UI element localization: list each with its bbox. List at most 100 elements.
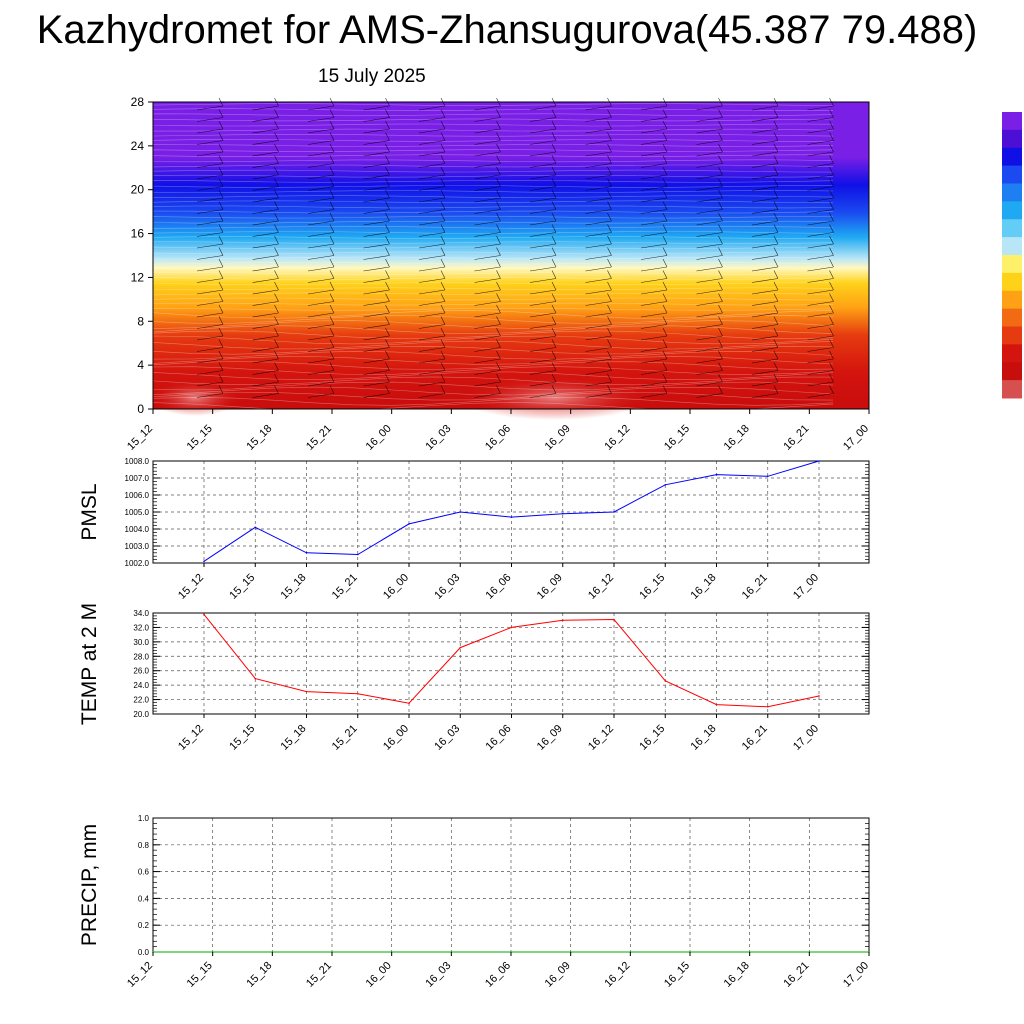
wind-barb <box>363 212 390 226</box>
wind-barb <box>751 327 779 341</box>
wind-barb <box>196 304 224 318</box>
wind-barb <box>751 178 779 191</box>
wind-barb <box>529 385 557 398</box>
wind-barb <box>696 304 723 318</box>
wind-barb <box>585 281 612 295</box>
wind-barb <box>696 212 723 226</box>
contour-line <box>152 231 834 234</box>
data-point <box>408 702 410 704</box>
wind-barb <box>252 235 279 249</box>
contour-line <box>152 103 834 106</box>
y-tick-label: 24.0 <box>133 681 149 690</box>
wind-barb <box>585 327 612 341</box>
colorbar-swatch <box>1002 255 1022 274</box>
contour-line <box>152 251 834 255</box>
wind-barb <box>363 132 390 145</box>
wind-barb <box>807 224 834 237</box>
wind-barb <box>529 258 557 272</box>
wind-barb <box>529 281 557 295</box>
data-point <box>715 703 718 706</box>
wind-barb <box>585 385 612 398</box>
wind-barb <box>196 166 224 180</box>
wind-barb <box>196 373 224 387</box>
wind-barb <box>529 224 557 237</box>
colorbar-swatch <box>1002 344 1022 363</box>
wind-barb <box>751 224 779 237</box>
x-tick-label: 15_21 <box>330 723 360 753</box>
wind-barb <box>751 132 779 145</box>
wind-barb <box>807 120 834 134</box>
wind-barb <box>252 132 279 145</box>
y-tick-label: 24 <box>131 139 145 153</box>
wind-barb <box>252 304 279 318</box>
wind-barb <box>252 189 279 203</box>
heatmap-hotspot <box>150 380 240 416</box>
wind-barb <box>807 304 834 318</box>
wind-barb <box>363 258 390 272</box>
colorbar-swatch <box>1002 112 1022 131</box>
wind-barb <box>418 178 446 191</box>
contour-line <box>152 282 834 285</box>
colorbar-swatch <box>1002 201 1022 220</box>
wind-barb <box>196 316 224 329</box>
contour-line <box>152 287 834 291</box>
wind-barb <box>585 201 612 214</box>
colorbar-swatch <box>1002 147 1022 167</box>
chart-date: 15 July 2025 <box>318 66 426 87</box>
wind-barb <box>418 235 446 249</box>
wind-barb <box>196 362 224 375</box>
wind-barb <box>474 166 501 180</box>
wind-barb <box>363 235 390 249</box>
wind-barb <box>474 385 501 398</box>
wind-barb <box>585 293 612 306</box>
wind-barb <box>807 109 834 122</box>
wind-barb <box>252 327 279 341</box>
wind-barb <box>418 132 446 145</box>
x-tick-label: 16_06 <box>484 572 514 602</box>
contour-line <box>152 386 834 396</box>
wind-barb <box>418 212 446 226</box>
wind-barb <box>474 327 501 341</box>
wind-barb <box>696 385 723 398</box>
x-tick-label: 16_03 <box>432 723 462 753</box>
data-point <box>664 680 667 682</box>
y-tick-label: 0.4 <box>138 894 150 903</box>
wind-barb <box>474 189 501 203</box>
wind-barb <box>474 224 501 237</box>
x-tick-label: 15_18 <box>279 572 309 602</box>
wind-barb <box>474 293 501 306</box>
x-tick-label: 16_06 <box>484 723 514 753</box>
wind-barb <box>363 304 390 318</box>
x-tick-label: 15_12 <box>176 723 206 753</box>
x-tick-label: 16_00 <box>364 960 394 990</box>
wind-barb <box>751 362 779 375</box>
x-tick-label: 16_06 <box>483 960 513 990</box>
x-tick-label: 15_12 <box>125 960 155 990</box>
y-tick-label: 1002.0 <box>125 559 150 568</box>
data-point <box>561 512 564 515</box>
wind-barb <box>418 270 446 283</box>
x-tick-label: 16_18 <box>722 423 752 453</box>
wind-barb <box>418 247 446 260</box>
contour-line <box>152 396 834 406</box>
wind-barb <box>474 270 501 283</box>
wind-barb <box>640 189 668 203</box>
wind-barb <box>196 189 224 203</box>
wind-barb <box>640 270 668 283</box>
data-point <box>715 473 718 476</box>
line-panel-3: 0.0 0.2 0.4 0.6 0.8 1.0 15_12 15_15 15_18 15_21 16… <box>78 814 871 990</box>
wind-barb <box>418 155 446 168</box>
wind-barb <box>196 201 224 214</box>
wind-barb <box>807 235 834 249</box>
wind-barb <box>252 362 279 375</box>
contour-line <box>152 376 833 386</box>
wind-barb <box>474 316 501 329</box>
wind-barb <box>307 235 335 249</box>
wind-barb <box>807 189 834 203</box>
y-tick-label: 1.0 <box>138 814 150 823</box>
x-tick-label: 15_12 <box>176 572 206 602</box>
wind-barb <box>252 109 279 122</box>
wind-barb <box>418 339 446 352</box>
wind-barb <box>529 201 557 214</box>
wind-barb <box>196 327 224 341</box>
